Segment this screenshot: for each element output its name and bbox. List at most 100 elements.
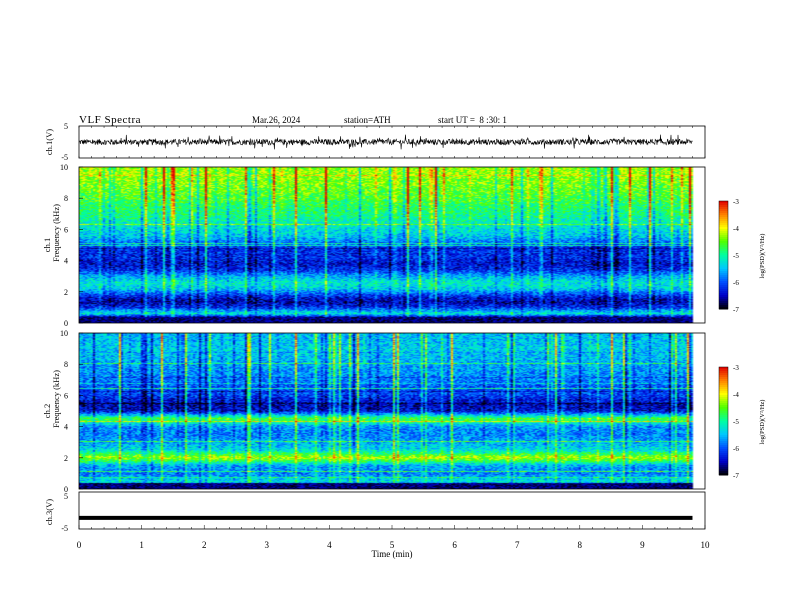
colorbar-segment — [719, 397, 728, 400]
ch1-waveform-line — [78, 134, 693, 150]
colorbar-tick-label: -7 — [733, 472, 739, 480]
colorbar-segment — [719, 301, 728, 304]
ch2-spectrogram-ylabel-top: ch.2 — [42, 404, 52, 418]
colorbar-segment — [719, 423, 728, 426]
colorbar-segment — [719, 387, 728, 390]
colorbar-tick-label: -3 — [733, 364, 739, 372]
colorbar-segment — [719, 243, 728, 246]
colorbar-segment — [719, 295, 728, 298]
colorbar-frame — [718, 200, 729, 310]
colorbar-segment — [719, 265, 728, 268]
colorbar-segment — [719, 373, 728, 376]
ch2-colorbar: -3 -4 -5 -6 -7 — [718, 364, 739, 480]
frequency-tick-label: 2 — [64, 288, 68, 297]
frequency-tick-label: 0 — [64, 319, 68, 328]
time-tick-label: 3 — [265, 540, 270, 550]
colorbar-tick-label: -5 — [733, 418, 739, 426]
ch1-spectrogram-frame — [78, 166, 706, 324]
colorbar-segment — [719, 245, 728, 248]
colorbar-segment — [719, 275, 728, 278]
colorbar-segment — [719, 261, 728, 264]
colorbar-segment — [719, 233, 728, 236]
colorbar-segment — [719, 255, 728, 258]
frequency-tick-label: 4 — [64, 423, 68, 432]
colorbar-segment — [719, 379, 728, 382]
ch3-ytick-bottom: -5 — [61, 524, 68, 533]
colorbar-segment — [719, 221, 728, 224]
ch2-spectrogram-image — [79, 333, 705, 489]
colorbar-segment — [719, 451, 728, 454]
spectrogram-image — [79, 167, 705, 323]
frequency-tick-label: 8 — [64, 360, 68, 369]
frequency-tick-label: 4 — [64, 257, 68, 266]
time-tick-label: 2 — [202, 540, 207, 550]
colorbar-segment — [719, 407, 728, 410]
colorbar-segment — [719, 249, 728, 252]
colorbar-segment — [719, 259, 728, 262]
colorbar-tick-label: -4 — [733, 391, 739, 399]
frequency-tick-label: 10 — [60, 329, 68, 338]
colorbar-segment — [719, 291, 728, 294]
colorbar-segment — [719, 289, 728, 292]
colorbar-segment — [719, 453, 728, 456]
colorbar-segment — [719, 401, 728, 404]
frequency-tick-label: 6 — [64, 391, 68, 400]
colorbar-segment — [719, 409, 728, 412]
colorbar-tick-label: -7 — [733, 306, 739, 314]
colorbar-segment — [719, 219, 728, 222]
ch1-colorbar: -3 -4 -5 -6 -7 — [718, 198, 739, 314]
colorbar-segment — [719, 473, 728, 476]
colorbar-segment — [719, 447, 728, 450]
colorbar-segment — [719, 247, 728, 250]
ch3-ytick-top: 5 — [64, 492, 68, 501]
colorbar-segment — [719, 367, 728, 370]
colorbar-segment — [719, 217, 728, 220]
colorbar-segment — [719, 465, 728, 468]
ch1-yticks: 0 2 4 6 8 10 — [60, 163, 83, 328]
colorbar-segment — [719, 471, 728, 474]
colorbar-segment — [719, 263, 728, 266]
colorbar-segment — [719, 443, 728, 446]
frequency-tick-label: 6 — [64, 225, 68, 234]
colorbar-segment — [719, 383, 728, 386]
ch1-spectrogram-image — [79, 167, 705, 323]
colorbar-segment — [719, 395, 728, 398]
ch3-waveform-frame — [78, 491, 706, 530]
colorbar-segment — [719, 241, 728, 244]
colorbar-segment — [719, 419, 728, 422]
colorbar-segment — [719, 223, 728, 226]
time-tick-label: 5 — [390, 540, 395, 550]
colorbar-segment — [719, 211, 728, 214]
colorbar-tick-label: -6 — [733, 279, 739, 287]
frequency-tick-label: 8 — [64, 194, 68, 203]
colorbar-segment — [719, 431, 728, 434]
colorbar-segment — [719, 253, 728, 256]
colorbar-segment — [719, 293, 728, 296]
colorbar-segment — [719, 213, 728, 216]
colorbar-segment — [719, 277, 728, 280]
ch2-spectrogram-frame — [78, 332, 706, 490]
colorbar-segment — [719, 235, 728, 238]
time-tick-label: 4 — [327, 540, 332, 550]
colorbar-segment — [719, 437, 728, 440]
colorbar-segment — [719, 467, 728, 470]
colorbar-segment — [719, 207, 728, 210]
colorbar-segment — [719, 371, 728, 374]
colorbar-segment — [719, 457, 728, 460]
colorbar-segment — [719, 449, 728, 452]
colorbar-segment — [719, 455, 728, 458]
colorbar-segment — [719, 441, 728, 444]
ch1-colorbar-label: log(PSD)(V²/Hz) — [759, 234, 766, 279]
frequency-tick-label: 2 — [64, 454, 68, 463]
colorbar-segment — [719, 377, 728, 380]
colorbar-segment — [719, 433, 728, 436]
colorbar-segment — [719, 403, 728, 406]
figure-title: VLF Spectra — [79, 114, 141, 126]
time-tick-label: 9 — [640, 540, 645, 550]
frequency-tick-label: 10 — [60, 163, 68, 172]
ch2-yticks: 0 2 4 6 8 10 — [60, 329, 83, 494]
colorbar-segment — [719, 239, 728, 242]
colorbar-segment — [719, 393, 728, 396]
colorbar-segment — [719, 237, 728, 240]
